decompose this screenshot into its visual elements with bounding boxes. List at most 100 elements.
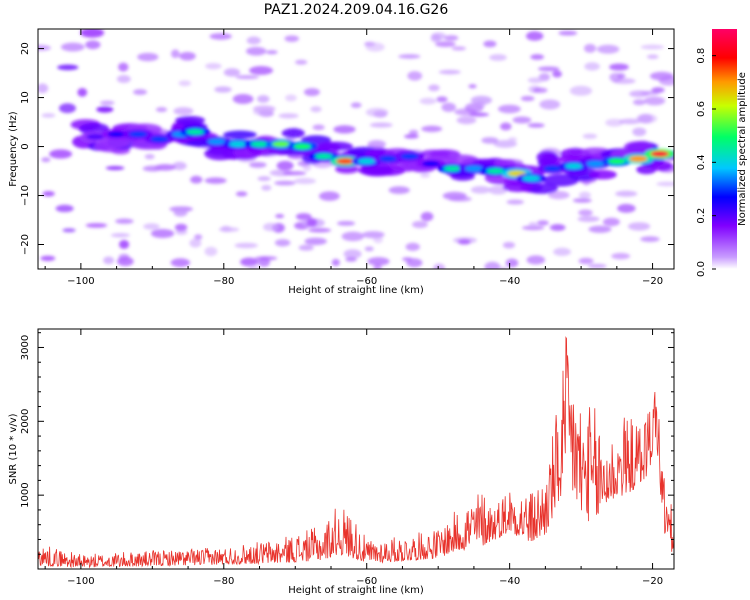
heatmap-cell <box>656 181 674 187</box>
heatmap-cell <box>468 84 477 89</box>
heatmap-cell <box>310 106 322 113</box>
heatmap-cell <box>336 158 355 165</box>
heatmap-cell <box>118 62 129 72</box>
heatmap-cell <box>170 258 191 268</box>
heatmap-cell <box>596 44 620 54</box>
spectrogram-xtick-label: −60 <box>356 276 377 287</box>
heatmap-cell <box>430 34 442 43</box>
heatmap-cell <box>331 258 340 267</box>
heatmap-cell <box>285 94 297 102</box>
heatmap-cell <box>257 176 271 182</box>
heatmap-cell <box>335 164 359 174</box>
heatmap-cell <box>448 196 472 202</box>
heatmap-cell <box>174 223 188 232</box>
snr-ytick-label: 3000 <box>20 335 31 360</box>
heatmap-cell <box>281 128 305 139</box>
heatmap-cell <box>522 175 541 182</box>
heatmap-cell <box>189 238 202 248</box>
snr-ticks: −100 −80 −60 −40 −20 1000 2000 3000 <box>20 329 674 587</box>
heatmap-cell <box>419 97 437 105</box>
heatmap-cell <box>650 160 673 171</box>
heatmap-cell <box>80 29 105 38</box>
heatmap-cell <box>584 62 600 71</box>
heatmap-cell <box>582 133 598 139</box>
heatmap-cell <box>422 160 441 167</box>
spectrogram-ytick-label: −20 <box>20 234 31 255</box>
heatmap-cell <box>578 191 591 199</box>
heatmap-cell <box>293 143 312 150</box>
heatmap-cell <box>276 160 294 171</box>
heatmap-cell <box>257 95 270 103</box>
colorbar-ticks: 0.0 0.2 0.4 0.6 0.8 <box>696 48 716 277</box>
heatmap-cell <box>38 44 51 51</box>
spectrogram-ytick-label: 10 <box>20 91 31 104</box>
heatmap-cell <box>578 257 594 265</box>
heatmap-cell <box>274 180 296 186</box>
heatmap-cell <box>62 228 76 233</box>
heatmap-cell <box>249 66 274 75</box>
heatmap-cell <box>498 266 508 269</box>
heatmap-cell <box>274 239 291 247</box>
heatmap-cell <box>640 44 665 50</box>
heatmap-cell <box>150 228 175 239</box>
heatmap-cell <box>569 85 593 96</box>
heatmap-cell <box>293 177 316 185</box>
heatmap-cell <box>41 113 56 118</box>
heatmap-cell <box>117 256 134 267</box>
heatmap-cell <box>650 150 669 157</box>
heatmap-cell <box>40 255 56 262</box>
heatmap-cell <box>263 222 279 232</box>
heatmap-cell <box>525 31 544 41</box>
heatmap-cells <box>38 29 674 269</box>
heatmap-cell <box>646 54 659 60</box>
heatmap-cell <box>85 40 101 50</box>
heatmap-cell <box>275 214 285 219</box>
heatmap-cell <box>365 107 389 117</box>
heatmap-cell <box>373 263 382 269</box>
heatmap-cell <box>254 256 278 261</box>
snr-ylabel: SNR (10 * v/v) <box>8 413 19 484</box>
heatmap-cell <box>405 242 420 251</box>
heatmap-cell <box>179 51 196 61</box>
heatmap-cell <box>96 106 114 113</box>
heatmap-cell <box>537 220 549 226</box>
heatmap-cell <box>55 204 74 213</box>
heatmap-cell <box>400 153 419 160</box>
heatmap-cell <box>205 63 222 70</box>
heatmap-cell <box>408 129 419 136</box>
heatmap-cell <box>623 141 654 154</box>
snr-xtick-label: −40 <box>499 576 520 587</box>
heatmap-cell <box>640 236 660 243</box>
snr-frame <box>37 328 675 570</box>
colorbar: 0.0 0.2 0.4 0.6 0.8 Normalized spectral ampl… <box>696 29 748 277</box>
heatmap-cell <box>171 49 180 59</box>
heatmap-cell <box>407 71 423 81</box>
heatmap-cell <box>421 125 443 133</box>
heatmap-cell <box>457 239 471 245</box>
heatmap-cell <box>536 150 558 164</box>
heatmap-cell <box>99 100 115 106</box>
heatmap-cell <box>588 225 612 233</box>
heatmap-cell <box>178 80 191 87</box>
heatmap-cell <box>388 186 410 194</box>
heatmap-cell <box>379 155 398 162</box>
heatmap-cell <box>266 50 278 55</box>
heatmap-cell <box>172 161 187 171</box>
heatmap-cell <box>253 108 272 116</box>
heatmap-cell <box>115 218 134 224</box>
heatmap-cell <box>483 40 497 48</box>
heatmap-cell <box>420 173 431 178</box>
heatmap-cell <box>118 239 130 249</box>
heatmap-cell <box>248 265 260 269</box>
snr-ytick-label: 1000 <box>20 482 31 507</box>
heatmap-cell <box>609 63 629 71</box>
heatmap-cell <box>615 190 638 197</box>
heatmap-cell <box>304 237 327 246</box>
heatmap-cell <box>295 213 312 221</box>
heatmap-cell <box>38 83 49 94</box>
heatmap-cell <box>41 157 51 163</box>
heatmap-cell <box>214 86 232 93</box>
heatmap-cell <box>155 107 168 113</box>
colorbar-tick-label: 0.4 <box>696 154 707 170</box>
